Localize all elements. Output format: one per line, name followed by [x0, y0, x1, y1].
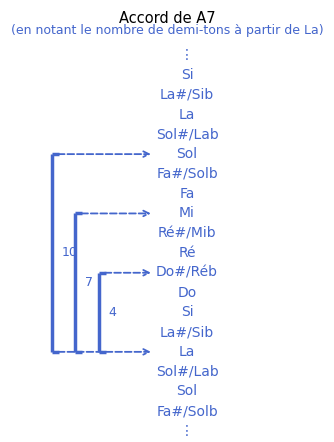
Text: Si: Si: [181, 305, 193, 319]
Text: Ré: Ré: [178, 246, 196, 260]
Text: Sol#/Lab: Sol#/Lab: [156, 127, 218, 141]
Text: 4: 4: [109, 306, 117, 319]
Text: Sol: Sol: [176, 147, 198, 161]
Text: (en notant le nombre de demi-tons à partir de La): (en notant le nombre de demi-tons à part…: [11, 24, 323, 37]
Text: Fa#/Solb: Fa#/Solb: [156, 167, 218, 181]
Text: 7: 7: [85, 276, 93, 289]
Text: Accord de A7: Accord de A7: [119, 11, 215, 26]
Text: Do: Do: [177, 286, 197, 300]
Text: 10: 10: [62, 247, 78, 259]
Text: La#/Sib: La#/Sib: [160, 325, 214, 339]
Text: ⋮: ⋮: [180, 48, 194, 62]
Text: ⋮: ⋮: [180, 424, 194, 438]
Text: Ré#/Mib: Ré#/Mib: [158, 226, 216, 240]
Text: La#/Sib: La#/Sib: [160, 88, 214, 102]
Text: Sol#/Lab: Sol#/Lab: [156, 365, 218, 379]
Text: Mi: Mi: [179, 206, 195, 221]
Text: Do#/Réb: Do#/Réb: [156, 266, 218, 280]
Text: La: La: [179, 107, 195, 122]
Text: La: La: [179, 345, 195, 359]
Text: Fa#/Solb: Fa#/Solb: [156, 404, 218, 418]
Text: Sol: Sol: [176, 385, 198, 398]
Text: Fa: Fa: [179, 187, 195, 201]
Text: Si: Si: [181, 68, 193, 82]
